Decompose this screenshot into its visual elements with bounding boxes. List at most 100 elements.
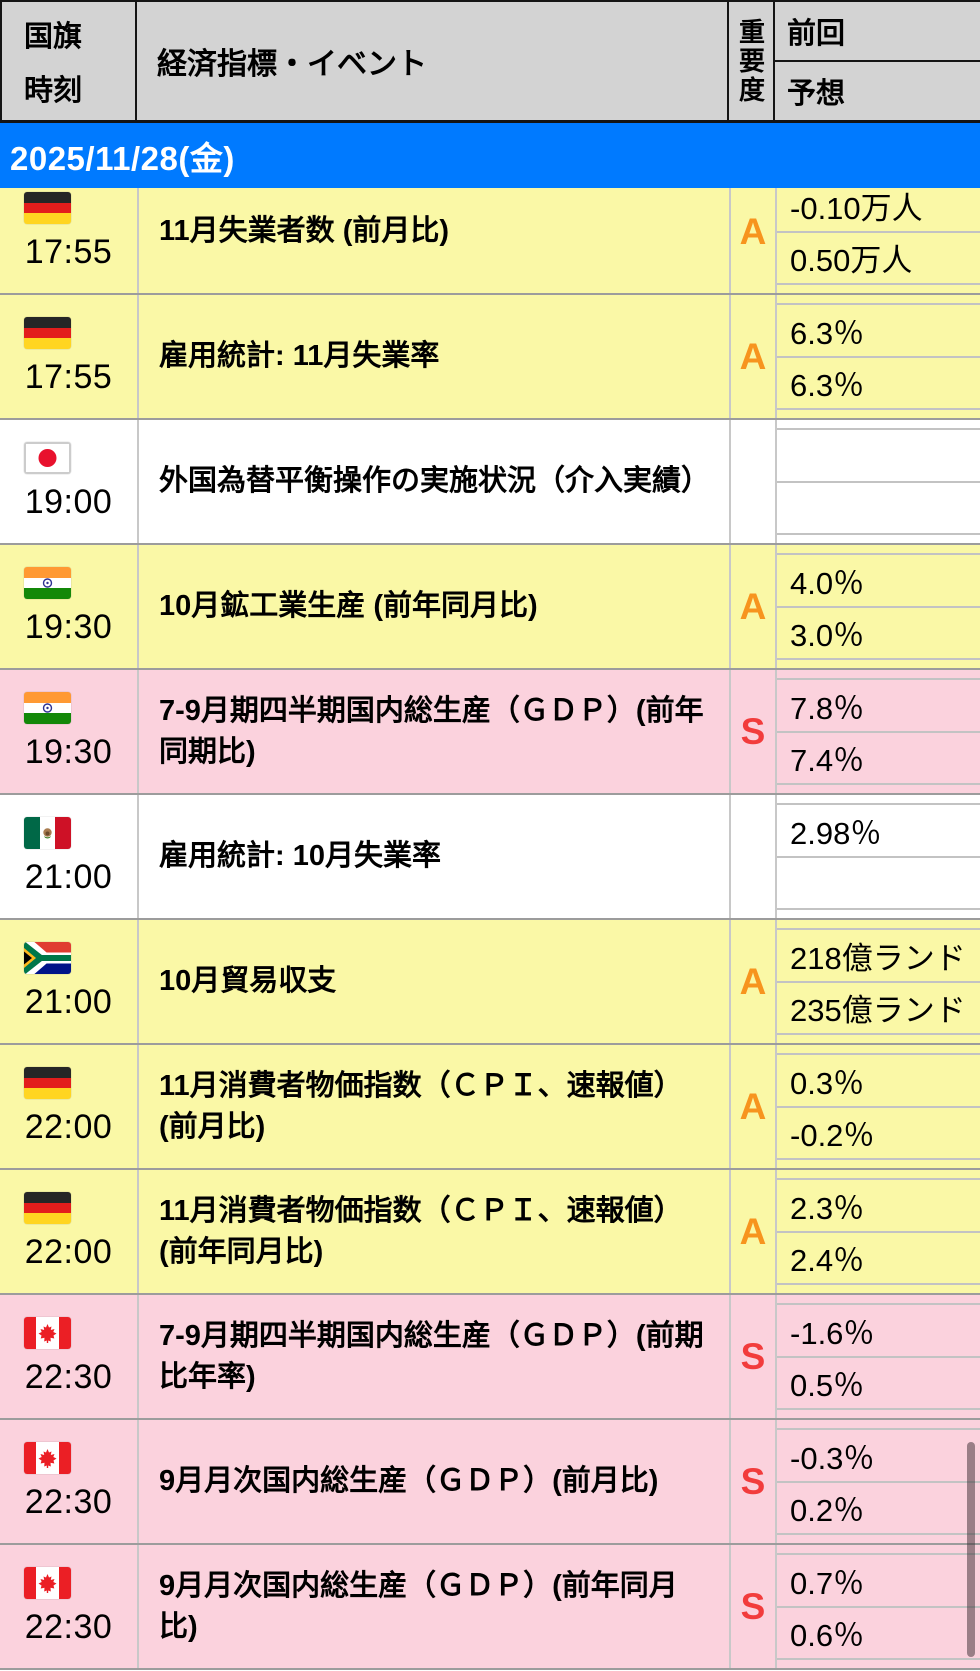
importance-badge: A [739, 1085, 767, 1127]
table-header: 国旗 時刻 経済指標・イベント 重要度 前回 予想 [0, 0, 980, 123]
importance-cell: A [729, 920, 775, 1043]
germany-flag [24, 1191, 71, 1224]
flag-time-cell: 21:00 [0, 795, 137, 918]
calendar-row[interactable]: 22:30 9月月次国内総生産（ＧＤＰ）(前月比) S -0.3％ 0.2％ [0, 1420, 980, 1545]
values-cell: 6.3％ 6.3％ [775, 295, 980, 418]
south-africa-flag [24, 941, 71, 974]
flag-time-cell: 19:30 [0, 545, 137, 668]
values-box: -1.6％ 0.5％ [777, 1303, 980, 1410]
event-title: 10月鉱工業生産 (前年同月比) [159, 590, 538, 623]
calendar-row[interactable]: 22:00 11月消費者物価指数（ＣＰＩ、速報値）(前年同月比) A 2.3％ … [0, 1170, 980, 1295]
event-title-cell: 7-9月期四半期国内総生産（ＧＤＰ）(前年同期比) [137, 670, 729, 793]
values-cell: 2.98％ [775, 795, 980, 918]
importance-cell: S [729, 1295, 775, 1418]
values-box: -0.10万人 0.50万人 [777, 178, 980, 285]
forecast-value: 0.2％ [790, 1493, 865, 1529]
calendar-row[interactable]: 22:30 7-9月期四半期国内総生産（ＧＤＰ）(前期比年率) S -1.6％ … [0, 1295, 980, 1420]
scrollbar-thumb[interactable] [967, 1442, 975, 1657]
calendar-row[interactable]: 21:00 10月貿易収支 A 218億ランド 235億ランド [0, 920, 980, 1045]
values-box: 7.8％ 7.4％ [777, 678, 980, 785]
importance-badge: S [740, 1460, 766, 1502]
calendar-row[interactable]: 17:55 11月失業者数 (前月比) A -0.10万人 0.50万人 [0, 170, 980, 295]
date-header: 2025/11/28(金) [0, 123, 980, 188]
header-cell-event: 経済指標・イベント [137, 2, 729, 120]
calendar-row[interactable]: 21:00 雇用統計: 10月失業率 2.98％ [0, 795, 980, 920]
previous-value: 7.8％ [777, 680, 980, 733]
importance-badge: A [739, 210, 767, 252]
canada-flag [24, 1566, 71, 1599]
flag-time-cell: 22:30 [0, 1420, 137, 1543]
header-previous-label: 前回 [787, 18, 846, 50]
previous-value: 0.3％ [777, 1055, 980, 1108]
event-time: 21:00 [24, 857, 113, 896]
importance-badge: S [740, 1585, 766, 1627]
values-cell: 7.8％ 7.4％ [775, 670, 980, 793]
importance-cell: A [729, 1045, 775, 1168]
event-time: 17:55 [24, 357, 113, 396]
values-box: 6.3％ 6.3％ [777, 303, 980, 410]
importance-cell [729, 420, 775, 543]
event-title: 11月消費者物価指数（ＣＰＩ、速報値）(前年同月比) [159, 1195, 683, 1268]
event-time: 22:00 [24, 1107, 113, 1146]
flag-time-cell: 22:00 [0, 1170, 137, 1293]
importance-cell: S [729, 670, 775, 793]
canada-flag [24, 1441, 71, 1474]
event-title: 雇用統計: 10月失業率 [159, 840, 441, 873]
event-title-cell: 10月貿易収支 [137, 920, 729, 1043]
header-event-label: 経済指標・イベント [157, 48, 427, 81]
previous-value: 6.3％ [777, 305, 980, 358]
header-time-label: 時刻 [24, 75, 83, 107]
flag-time-cell: 19:30 [0, 670, 137, 793]
calendar-rows: 17:55 11月失業者数 (前月比) A -0.10万人 0.50万人 17:… [0, 170, 980, 1670]
values-box: 4.0％ 3.0％ [777, 553, 980, 660]
calendar-row[interactable]: 19:30 10月鉱工業生産 (前年同月比) A 4.0％ 3.0％ [0, 545, 980, 670]
flag-time-cell: 22:30 [0, 1545, 137, 1668]
header-cell-forecast: 予想 [775, 62, 980, 120]
calendar-row[interactable]: 17:55 雇用統計: 11月失業率 A 6.3％ 6.3％ [0, 295, 980, 420]
calendar-row[interactable]: 19:30 7-9月期四半期国内総生産（ＧＤＰ）(前年同期比) S 7.8％ 7… [0, 670, 980, 795]
importance-cell: A [729, 545, 775, 668]
event-time: 19:30 [24, 607, 113, 646]
values-cell: -0.3％ 0.2％ [775, 1420, 980, 1543]
header-cell-flag-time: 国旗 時刻 [2, 2, 137, 120]
calendar-row[interactable]: 22:30 9月月次国内総生産（ＧＤＰ）(前年同月比) S 0.7％ 0.6％ [0, 1545, 980, 1670]
event-title-cell: 10月鉱工業生産 (前年同月比) [137, 545, 729, 668]
calendar-row[interactable]: 19:00 外国為替平衡操作の実施状況（介入実績） [0, 420, 980, 545]
values-box: 2.98％ [777, 803, 980, 910]
flag-time-cell: 22:00 [0, 1045, 137, 1168]
forecast-value: 2.4％ [790, 1243, 865, 1279]
previous-value: 4.0％ [777, 555, 980, 608]
event-title-cell: 11月失業者数 (前月比) [137, 170, 729, 293]
forecast-value: 7.4％ [790, 743, 865, 779]
event-title-cell: 9月月次国内総生産（ＧＤＰ）(前年同月比) [137, 1545, 729, 1668]
previous-value [777, 430, 980, 483]
event-time: 22:30 [24, 1482, 113, 1521]
forecast-value: 0.50万人 [790, 243, 913, 279]
event-title: 9月月次国内総生産（ＧＤＰ）(前月比) [159, 1465, 659, 1498]
previous-value: 2.98％ [777, 805, 980, 858]
values-cell: 0.3％ -0.2％ [775, 1045, 980, 1168]
calendar-row[interactable]: 22:00 11月消費者物価指数（ＣＰＩ、速報値）(前月比) A 0.3％ -0… [0, 1045, 980, 1170]
header-cell-previous: 前回 [775, 2, 980, 62]
header-cell-importance: 重要度 [729, 2, 775, 120]
values-cell: 2.3％ 2.4％ [775, 1170, 980, 1293]
values-cell: 218億ランド 235億ランド [775, 920, 980, 1043]
forecast-value: -0.2％ [790, 1118, 875, 1154]
header-importance-label: 重要度 [735, 17, 766, 105]
importance-badge: S [740, 710, 766, 752]
previous-value: -1.6％ [777, 1305, 980, 1358]
japan-flag [24, 441, 71, 474]
previous-value: -0.10万人 [777, 180, 980, 233]
event-title-cell: 外国為替平衡操作の実施状況（介入実績） [137, 420, 729, 543]
event-title-cell: 雇用統計: 10月失業率 [137, 795, 729, 918]
event-time: 22:30 [24, 1357, 113, 1396]
event-title-cell: 9月月次国内総生産（ＧＤＰ）(前月比) [137, 1420, 729, 1543]
forecast-value: 3.0％ [790, 618, 865, 654]
event-title-cell: 7-9月期四半期国内総生産（ＧＤＰ）(前期比年率) [137, 1295, 729, 1418]
event-time: 22:00 [24, 1232, 113, 1271]
importance-badge: A [739, 585, 767, 627]
flag-time-cell: 19:00 [0, 420, 137, 543]
importance-cell [729, 795, 775, 918]
header-cell-values: 前回 予想 [775, 2, 980, 120]
